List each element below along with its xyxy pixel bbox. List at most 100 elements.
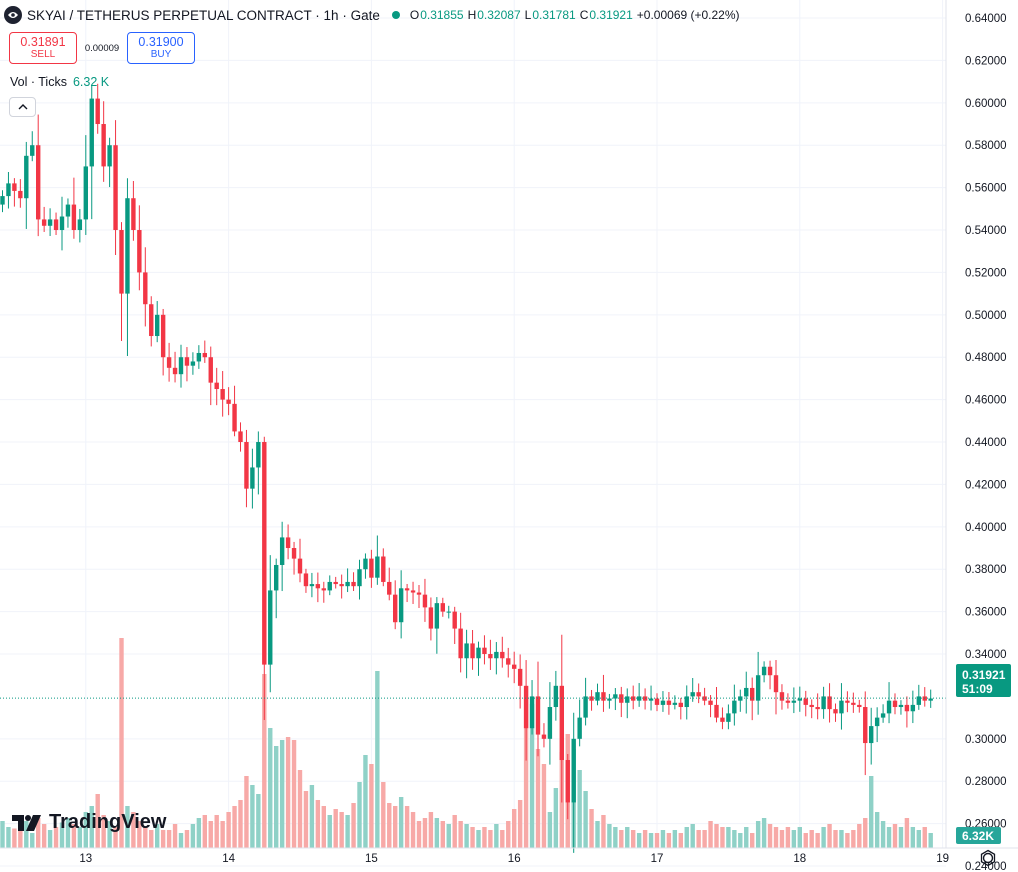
candle-body <box>95 98 100 125</box>
volume-bar <box>345 815 350 848</box>
volume-bar <box>410 812 416 848</box>
candle-body <box>36 145 41 220</box>
volume-bar <box>589 809 594 848</box>
collapse-legend-button[interactable] <box>9 97 36 117</box>
candle-body <box>232 403 237 432</box>
candle-body <box>65 204 71 217</box>
candle-body <box>577 717 582 739</box>
volume-bar <box>791 830 797 848</box>
symbol-title[interactable]: SKYAI / TETHERUS PERPETUAL CONTRACT · 1h… <box>27 7 380 23</box>
symbol-logo-icon <box>4 6 22 24</box>
candle-body <box>315 584 321 589</box>
candle-body <box>416 592 422 595</box>
volume-bar <box>107 821 112 848</box>
sell-button[interactable]: 0.31891 SELL <box>9 32 77 64</box>
candle-body <box>833 709 838 714</box>
candle-body <box>422 594 428 608</box>
candle-body <box>857 704 862 708</box>
volume-bar <box>916 830 921 848</box>
candle-body <box>363 558 368 570</box>
volume-bar <box>149 830 154 848</box>
volume-bar <box>101 815 106 848</box>
price-tick-label: 0.48000 <box>965 352 1007 364</box>
candle-body <box>446 611 451 613</box>
candle-body <box>809 704 814 708</box>
candle-body <box>238 431 243 443</box>
candle-body <box>750 687 755 701</box>
price-axis[interactable]: 0.64000 0.62000 0.60000 0.58000 0.56000 0.540… <box>945 0 1007 872</box>
candle-body <box>821 696 826 710</box>
candle-body <box>500 651 505 659</box>
trade-panel: 0.31891 SELL 0.00009 0.31900 BUY <box>9 32 195 64</box>
candle-body <box>535 696 541 735</box>
volume-legend-value: 6.32 K <box>72 75 110 89</box>
candle-body <box>89 98 94 167</box>
candle-body <box>268 590 273 665</box>
volume-bar <box>89 806 94 848</box>
candle-body <box>464 643 469 659</box>
volume-axis-label: 6.32K <box>956 827 1001 844</box>
candle-body <box>559 685 564 761</box>
volume-legend[interactable]: Vol · Ticks 6.32 K <box>10 75 109 89</box>
candle-body <box>494 651 499 659</box>
volume-bar <box>155 824 160 848</box>
candle-body <box>428 607 434 629</box>
volume-bar <box>684 827 689 848</box>
candle-body <box>339 584 344 587</box>
volume-bar <box>452 815 457 848</box>
settings-button[interactable] <box>980 849 996 867</box>
volume-bar <box>250 785 255 848</box>
candle-body <box>791 700 797 703</box>
volume-bar <box>214 815 219 848</box>
time-tick-label: 19 <box>936 853 949 865</box>
candle-body <box>726 713 731 722</box>
candle-body <box>137 230 142 273</box>
tradingview-logo-text: TradingView <box>49 811 167 833</box>
gear-icon[interactable] <box>982 852 994 864</box>
candle-body <box>773 675 779 693</box>
candle-body <box>523 685 529 729</box>
candle-body <box>351 581 356 587</box>
time-tick-label: 13 <box>79 853 92 865</box>
candle-body <box>648 698 654 701</box>
candle-body <box>607 698 612 701</box>
candle-body <box>250 467 255 489</box>
volume-bar <box>53 827 59 848</box>
volume-bar <box>226 812 231 848</box>
candle-body <box>785 700 791 703</box>
volume-bar <box>750 833 755 848</box>
price-tick-label: 0.38000 <box>965 564 1007 576</box>
volume-bar <box>863 818 868 848</box>
candle-body <box>172 367 178 375</box>
candle-body <box>547 707 553 739</box>
volume-bar <box>83 812 88 848</box>
volume-bar <box>779 830 785 848</box>
candle-body <box>529 696 535 729</box>
candle-body <box>583 696 588 718</box>
volume-bar <box>476 830 481 848</box>
candle-body <box>59 216 65 231</box>
volume-bar <box>363 755 368 848</box>
price-tick-label: 0.34000 <box>965 649 1007 661</box>
candle-body <box>488 654 493 659</box>
volume-bar <box>648 833 654 848</box>
volume-bar <box>631 830 636 848</box>
volume-bar <box>464 824 469 848</box>
volume-bar <box>601 815 606 848</box>
price-tick-label: 0.54000 <box>965 225 1007 237</box>
volume-bar <box>869 776 874 848</box>
candle-body <box>178 357 184 375</box>
candle-body <box>131 198 136 231</box>
candle-body <box>815 707 820 710</box>
time-tick-label: 16 <box>508 853 521 865</box>
tradingview-logo[interactable]: TradingView <box>12 811 166 834</box>
buy-button[interactable]: 0.31900 BUY <box>127 32 195 64</box>
ohlc-low: L0.31781 <box>524 8 576 22</box>
time-axis[interactable]: 13 14 15 16 17 18 19 <box>0 847 1018 865</box>
volume-bar <box>232 806 237 848</box>
candle-body <box>827 696 832 710</box>
volume-bar <box>690 824 695 848</box>
candle-body <box>369 558 374 578</box>
price-tick-label: 0.56000 <box>965 183 1007 195</box>
